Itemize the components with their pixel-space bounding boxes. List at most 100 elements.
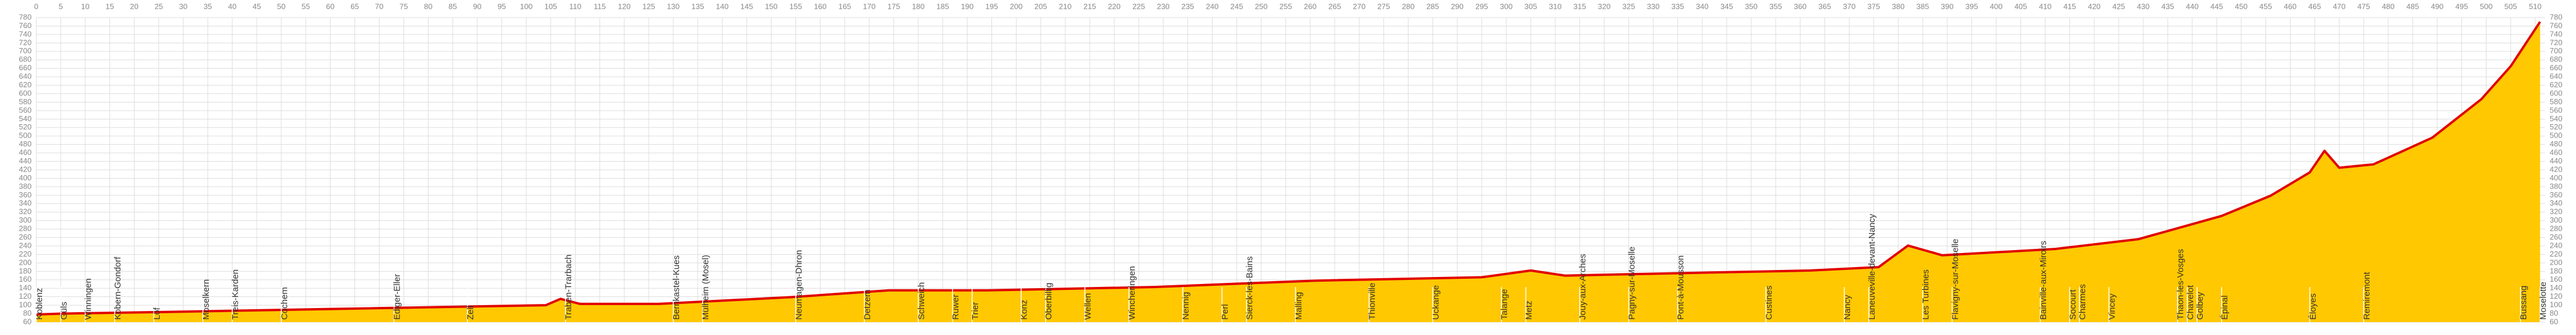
y-tick-label: 640 <box>19 72 32 81</box>
x-tick-label: 405 <box>2014 2 2027 11</box>
place-label: Moselotte <box>2539 282 2549 320</box>
y-tick-label-right: 720 <box>2550 38 2563 47</box>
x-tick-label: 460 <box>2284 2 2297 11</box>
x-tick-label: 150 <box>765 2 778 11</box>
y-tick-label-right: 320 <box>2550 207 2563 216</box>
y-tick-label: 80 <box>23 309 32 317</box>
x-tick-label: 275 <box>1377 2 1390 11</box>
y-tick-label-right: 80 <box>2550 309 2558 317</box>
place-label: Talange <box>1500 289 1510 320</box>
y-tick-label-right: 100 <box>2550 300 2563 309</box>
place-label: Treis-Karden <box>230 269 240 320</box>
x-tick-label: 90 <box>473 2 481 11</box>
x-tick-label: 160 <box>814 2 826 11</box>
x-tick-label: 330 <box>1647 2 1660 11</box>
x-tick-label: 200 <box>1010 2 1023 11</box>
x-tick-label: 65 <box>350 2 359 11</box>
x-tick-label: 505 <box>2505 2 2518 11</box>
x-tick-label: 255 <box>1279 2 1292 11</box>
y-tick-label: 680 <box>19 55 32 64</box>
x-tick-label: 80 <box>424 2 432 11</box>
y-tick-label-right: 300 <box>2550 216 2563 224</box>
x-tick-label: 340 <box>1696 2 1709 11</box>
place-label: Mülheim (Mosel) <box>701 255 711 320</box>
x-tick-label: 455 <box>2260 2 2272 11</box>
x-tick-label: 240 <box>1206 2 1219 11</box>
y-tick-label: 280 <box>19 224 32 233</box>
y-tick-label: 120 <box>19 292 32 300</box>
y-tick-label: 400 <box>19 173 32 182</box>
place-label: Épinal <box>2220 295 2230 320</box>
x-tick-label: 365 <box>1819 2 1831 11</box>
x-tick-label: 135 <box>691 2 704 11</box>
x-tick-label: 225 <box>1132 2 1145 11</box>
y-tick-label-right: 220 <box>2550 249 2563 258</box>
x-tick-label: 410 <box>2039 2 2052 11</box>
x-tick-label: 30 <box>179 2 187 11</box>
y-tick-label: 480 <box>19 139 32 148</box>
x-tick-label: 280 <box>1402 2 1415 11</box>
place-label: Socourt <box>2068 289 2078 320</box>
y-tick-label-right: 700 <box>2550 46 2563 55</box>
x-tick-label: 390 <box>1941 2 1954 11</box>
x-tick-label: 220 <box>1108 2 1121 11</box>
y-tick-label-right: 580 <box>2550 97 2563 106</box>
x-tick-label: 265 <box>1328 2 1341 11</box>
area <box>36 22 2540 322</box>
place-label: Oberbillig <box>1044 283 1054 320</box>
x-tick-label: 105 <box>545 2 557 11</box>
x-tick-label: 510 <box>2529 2 2541 11</box>
y-tick-label-right: 120 <box>2550 292 2563 300</box>
x-tick-label: 185 <box>936 2 949 11</box>
x-tick-label: 170 <box>863 2 876 11</box>
y-tick-label: 260 <box>19 233 32 241</box>
x-tick-label: 245 <box>1231 2 1244 11</box>
x-tick-label: 165 <box>838 2 851 11</box>
y-tick-label-right: 420 <box>2550 165 2563 173</box>
x-tick-label: 55 <box>301 2 309 11</box>
x-tick-label: 465 <box>2308 2 2321 11</box>
place-label: Vincey <box>2107 293 2117 320</box>
y-tick-label: 660 <box>19 63 32 72</box>
x-tick-label: 335 <box>1671 2 1684 11</box>
y-tick-label: 720 <box>19 38 32 47</box>
x-tick-label: 40 <box>228 2 236 11</box>
x-tick-label: 20 <box>130 2 138 11</box>
place-label: Golbey <box>2195 292 2205 320</box>
place-label: Koblenz <box>35 288 44 320</box>
x-tick-label: 290 <box>1451 2 1463 11</box>
y-tick-label: 300 <box>19 216 32 224</box>
y-tick-label-right: 480 <box>2550 139 2563 148</box>
y-tick-label-right: 640 <box>2550 72 2563 81</box>
x-tick-label: 285 <box>1427 2 1439 11</box>
place-label: Bernkastel-Kues <box>671 255 681 320</box>
x-tick-label: 485 <box>2406 2 2419 11</box>
place-label: Éloyes <box>2308 293 2318 320</box>
y-tick-label-right: 600 <box>2550 88 2563 97</box>
y-tick-label-right: 660 <box>2550 63 2563 72</box>
x-tick-label: 75 <box>400 2 408 11</box>
x-tick-label: 250 <box>1255 2 1268 11</box>
place-label: Zell <box>466 306 476 320</box>
x-tick-label: 445 <box>2210 2 2223 11</box>
x-tick-label: 480 <box>2382 2 2395 11</box>
y-tick-label-right: 500 <box>2550 131 2563 140</box>
x-tick-label: 195 <box>986 2 998 11</box>
y-tick-label: 760 <box>19 21 32 30</box>
x-tick-label: 490 <box>2431 2 2444 11</box>
x-tick-label: 375 <box>1868 2 1881 11</box>
x-tick-label: 270 <box>1353 2 1366 11</box>
x-tick-label: 295 <box>1475 2 1488 11</box>
x-tick-label: 305 <box>1524 2 1537 11</box>
place-label: Les Turbines <box>1921 269 1931 320</box>
place-label: Chavelot <box>2185 285 2195 320</box>
place-label: Traben-Trarbach <box>564 255 574 320</box>
place-label: Nancy <box>1843 295 1852 320</box>
place-label: Sierck-les-Bains <box>1245 257 1255 320</box>
x-tick-label: 415 <box>2064 2 2076 11</box>
place-label: Uckange <box>1431 285 1441 320</box>
place-label: Trier <box>970 302 980 320</box>
x-tick-label: 180 <box>912 2 925 11</box>
x-tick-label: 400 <box>1990 2 2003 11</box>
